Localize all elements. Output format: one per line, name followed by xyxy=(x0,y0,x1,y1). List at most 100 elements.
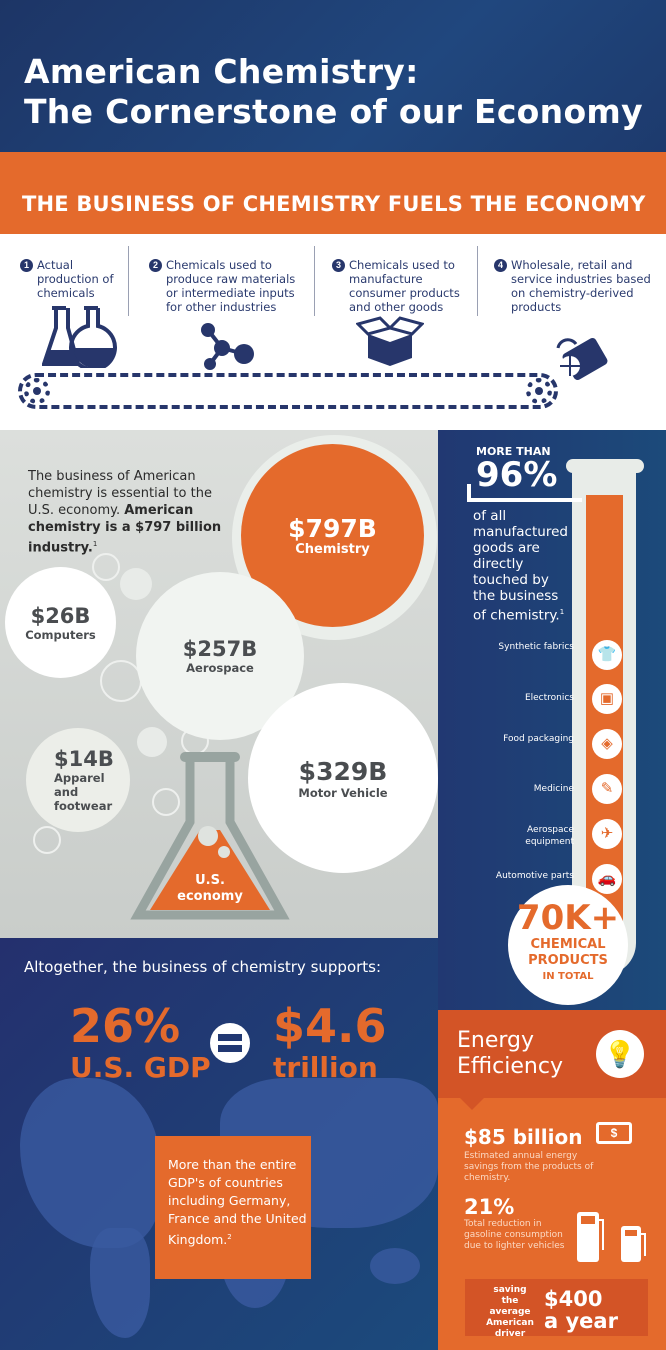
header: American Chemistry: The Cornerstone of ou… xyxy=(0,0,666,152)
callout-text: More than the entire GDP's of countries … xyxy=(168,1157,307,1248)
driver-text: saving the average American driver xyxy=(486,1285,534,1339)
bubble-label: Motor Vehicle xyxy=(298,785,388,800)
product-label: Electronics xyxy=(524,693,574,703)
map-north-america xyxy=(20,1078,160,1248)
title-line-2: The Cornerstone of our Economy xyxy=(24,92,643,131)
savings-text: Estimated annual energy savings from the… xyxy=(464,1151,594,1183)
step-1: 1 Actual production of chemicals xyxy=(20,258,127,300)
bubble-label: Computers xyxy=(25,627,96,642)
money-icon: $ xyxy=(596,1122,632,1144)
molecule-icon xyxy=(201,323,254,370)
bubble-value: $329B xyxy=(298,756,388,786)
intro-text: The business of American chemistry is es… xyxy=(28,469,212,518)
step-4: 4 Wholesale, retail and service industrie… xyxy=(494,258,661,314)
step-text: Chemicals used to produce raw materials … xyxy=(166,258,296,314)
equals-icon xyxy=(210,1023,250,1063)
flask-label: U.S. economy xyxy=(177,873,243,904)
conveyor-belt xyxy=(18,373,558,409)
total-label: PRODUCTS xyxy=(528,953,608,968)
pointer xyxy=(460,1098,484,1110)
percent-value: 96% xyxy=(476,455,558,495)
section-heading: THE BUSINESS OF CHEMISTRY FUELS THE ECON… xyxy=(22,192,646,216)
step-3: 3 Chemicals used to manufacture consumer … xyxy=(332,258,469,314)
support-heading: Altogether, the business of chemistry su… xyxy=(24,958,382,976)
title-line: Energy xyxy=(457,1028,535,1053)
gdp-percent: 26% xyxy=(70,999,181,1053)
bubble-motor-vehicle: $329B Motor Vehicle xyxy=(248,683,438,873)
bubble-ring xyxy=(152,788,180,816)
energy-title: Energy Efficiency xyxy=(457,1028,563,1080)
bubble-ring xyxy=(33,826,61,854)
gdp-callout: More than the entire GDP's of countries … xyxy=(155,1136,311,1279)
total-value: 70K+ xyxy=(516,898,620,938)
flask-icon xyxy=(130,752,290,920)
product-label: Synthetic fabrics xyxy=(498,642,574,652)
product-label: Food packaging xyxy=(503,734,574,744)
divider xyxy=(477,246,478,316)
driver-value: $400 a year xyxy=(544,1288,618,1332)
bracket-line xyxy=(467,484,471,502)
test-tube-lip xyxy=(566,459,644,473)
title-line-1: American Chemistry: xyxy=(24,52,419,91)
bubble-computers: $26B Computers xyxy=(5,567,116,678)
syringe-icon: ✎ xyxy=(592,774,622,804)
step-number: 2 xyxy=(149,259,162,272)
map-south-america xyxy=(90,1228,150,1338)
open-box-icon xyxy=(356,316,424,366)
step-number: 4 xyxy=(494,259,507,272)
section-banner: THE BUSINESS OF CHEMISTRY FUELS THE ECON… xyxy=(0,152,666,234)
map-australia xyxy=(370,1248,420,1284)
music-player-icon: ▣ xyxy=(592,684,622,714)
step-text: Wholesale, retail and service industries… xyxy=(511,258,651,314)
savings-value: $85 billion xyxy=(464,1125,583,1149)
bubble-value: $14B xyxy=(54,747,114,771)
step-text: Chemicals used to manufacture consumer p… xyxy=(349,258,460,314)
bubble-dot xyxy=(120,568,152,600)
economy-intro: The business of American chemistry is es… xyxy=(28,468,238,556)
product-label: Automotive parts xyxy=(495,871,574,881)
footnote: 2 xyxy=(227,1233,232,1241)
divider xyxy=(128,246,129,316)
total-label: CHEMICAL xyxy=(530,937,606,952)
bubble-value: $257B xyxy=(182,637,258,661)
footnote: 1 xyxy=(559,608,565,616)
title-line: Efficiency xyxy=(457,1054,563,1079)
value-chain: 1 Actual production of chemicals 2 Chemica… xyxy=(0,234,666,430)
step-number: 1 xyxy=(20,259,33,272)
tshirt-icon: 👕 xyxy=(592,640,622,670)
more-than-label: MORE THAN xyxy=(476,445,551,458)
bracket-line xyxy=(467,498,582,502)
product-label: Medicine xyxy=(533,784,574,794)
bubble-label: Aerospace xyxy=(186,661,254,675)
bubble-value: $26B xyxy=(30,603,91,628)
intro-bold-text: American chemistry is a $797 billion ind… xyxy=(28,503,222,556)
gdp-label: U.S. GDP xyxy=(70,1051,211,1084)
driver-savings-box xyxy=(465,1279,648,1336)
total-products-badge: 70K+ CHEMICAL PRODUCTS IN TOTAL xyxy=(508,885,628,1005)
bubble-value: $797B xyxy=(288,514,377,543)
driver-period: a year xyxy=(544,1309,618,1333)
food-container-icon: ◈ xyxy=(592,729,622,759)
support-amount-unit: trillion xyxy=(273,1051,378,1084)
step-text: Actual production of chemicals xyxy=(37,258,114,300)
page-title: American Chemistry: The Cornerstone of ou… xyxy=(24,52,643,132)
lightbulb-icon: 💡 xyxy=(596,1030,644,1078)
driver-amount: $400 xyxy=(544,1287,603,1311)
shopping-bag-icon xyxy=(556,337,608,381)
product-label: Aerospace equipment xyxy=(525,825,574,847)
flasks-icon xyxy=(42,306,117,368)
bubble-label: Chemistry xyxy=(295,542,370,557)
total-label: IN TOTAL xyxy=(542,971,594,982)
reduction-text: Total reduction in gasoline consumption … xyxy=(464,1219,565,1251)
gear-icon xyxy=(24,378,50,404)
airplane-icon: ✈ xyxy=(592,819,622,849)
step-2: 2 Chemicals used to produce raw materials… xyxy=(149,258,306,314)
bubble-ring xyxy=(92,553,120,581)
car-icon: 🚗 xyxy=(592,864,622,894)
bubble-label: Apparel and footwear xyxy=(54,771,113,813)
goods-text: of all manufactured goods are directly t… xyxy=(473,508,573,624)
footnote: 1 xyxy=(92,540,98,548)
divider xyxy=(314,246,315,316)
gas-pump-icon xyxy=(577,1212,646,1262)
bubble-dot xyxy=(137,727,167,757)
